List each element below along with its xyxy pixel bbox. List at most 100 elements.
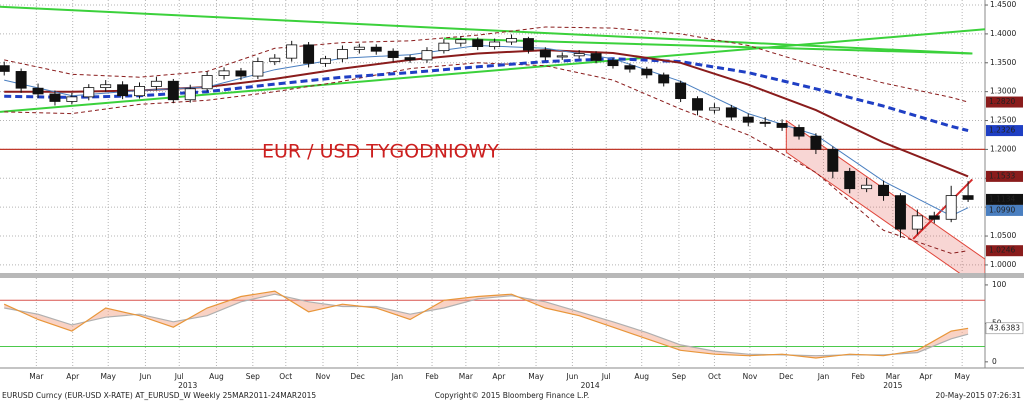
x-tick-label: Nov (316, 372, 331, 381)
year-label: 2014 (581, 381, 600, 390)
osc-tick-label: 100 (992, 280, 1007, 289)
candle-body (438, 42, 450, 52)
axes: 1.00001.05001.10001.15001.20001.25001.30… (29, 0, 1024, 390)
y-tick-label: 1.3500 (990, 58, 1016, 67)
x-tick-label: Feb (425, 372, 439, 381)
candle-body (725, 107, 737, 118)
candle-body (235, 70, 247, 77)
osc-line (4, 293, 969, 357)
x-tick-label: Jun (566, 372, 579, 381)
x-tick-label: Sep (672, 372, 686, 381)
x-tick-label: May (528, 372, 544, 381)
osc-last-box (985, 322, 1024, 335)
last-value-box (986, 245, 1023, 257)
candle-body (844, 170, 856, 190)
candle-body (911, 215, 923, 230)
candle-body (894, 195, 906, 230)
candle-body (49, 93, 61, 102)
candle-body (556, 55, 568, 58)
last-value-label: 1.1134 (989, 194, 1015, 203)
candle-body (353, 46, 365, 50)
candle-body (286, 44, 298, 59)
candle-body (573, 53, 585, 57)
candle-body (32, 87, 44, 95)
osc-tick-label: 0 (992, 357, 997, 366)
candle-body (269, 57, 281, 63)
trend-line (912, 178, 974, 240)
candle-body (945, 195, 957, 220)
candle-body (421, 50, 433, 61)
x-tick-label: Aug (209, 372, 224, 381)
candle-body (150, 80, 162, 87)
candle-body (117, 84, 129, 97)
last-value-label: 1.2326 (989, 126, 1015, 135)
candle-body (134, 86, 145, 97)
last-value-label: 1.0990 (989, 205, 1015, 214)
x-tick-label: Jun (139, 372, 152, 381)
candle-body (167, 80, 179, 101)
candle-body (252, 61, 264, 77)
y-tick-label: 1.2500 (990, 116, 1016, 125)
osc-last-label: 43.6383 (989, 323, 1020, 332)
candle-body (861, 184, 873, 190)
x-tick-label: Apr (66, 372, 80, 381)
candle-body (15, 71, 27, 89)
x-tick-label: Jul (174, 372, 184, 381)
panel-separator (0, 273, 1024, 278)
last-value-box (986, 125, 1023, 137)
candle-body (506, 38, 517, 43)
x-tick-label: Mar (29, 372, 44, 381)
y-tick-label: 1.4000 (990, 29, 1016, 38)
osc-line (3, 290, 969, 359)
candle-body (641, 68, 653, 76)
x-tick-label: Nov (743, 372, 758, 381)
last-value-label: 1.2820 (989, 97, 1015, 106)
x-tick-label: Apr (492, 372, 506, 381)
candle-body (962, 195, 974, 200)
x-tick-label: Oct (279, 372, 292, 381)
candle-body (590, 53, 602, 61)
last-value-box (986, 170, 1023, 182)
price-panel (0, 5, 985, 273)
candle-body (83, 87, 95, 98)
candle-body (810, 135, 822, 150)
x-tick-label: Jul (601, 372, 611, 381)
candle-body (66, 96, 78, 102)
candle-body (539, 49, 551, 58)
candle-body (303, 44, 315, 64)
candle-body (370, 46, 382, 52)
x-tick-label: Sep (246, 372, 260, 381)
candle-body (404, 57, 416, 61)
candle-body (776, 123, 788, 128)
footer-right: 20-May-2015 07:26:31 (936, 391, 1022, 400)
candle-body (742, 116, 754, 123)
candle-body (100, 84, 112, 89)
candle-body (607, 60, 619, 67)
oscillator-panel (0, 290, 985, 359)
x-tick-label: May (100, 372, 116, 381)
candle-body (455, 39, 467, 44)
last-value-label: 1.1533 (989, 171, 1015, 180)
trend-line (0, 28, 985, 113)
x-tick-label: Oct (708, 372, 721, 381)
candle-body (793, 127, 805, 137)
trend-line (0, 5, 973, 55)
candle-body (472, 39, 484, 48)
candle-body (692, 98, 704, 111)
candle-body (878, 184, 890, 197)
candle-body (387, 50, 399, 58)
candle-body (0, 65, 10, 72)
year-label: 2013 (178, 381, 197, 390)
candle-body (522, 38, 534, 51)
candle-body (759, 121, 771, 124)
x-tick-label: Aug (634, 372, 649, 381)
x-tick-label: Dec (779, 372, 794, 381)
last-value-box (986, 204, 1023, 216)
candle-body (658, 74, 670, 84)
y-tick-label: 1.0000 (990, 260, 1016, 269)
candle-body (218, 70, 230, 76)
x-tick-label: Dec (350, 372, 365, 381)
footer-left: EURUSD Curncy (EUR-USD X-RATE) AT_EURUSD… (2, 391, 316, 400)
year-label: 2015 (883, 381, 902, 390)
